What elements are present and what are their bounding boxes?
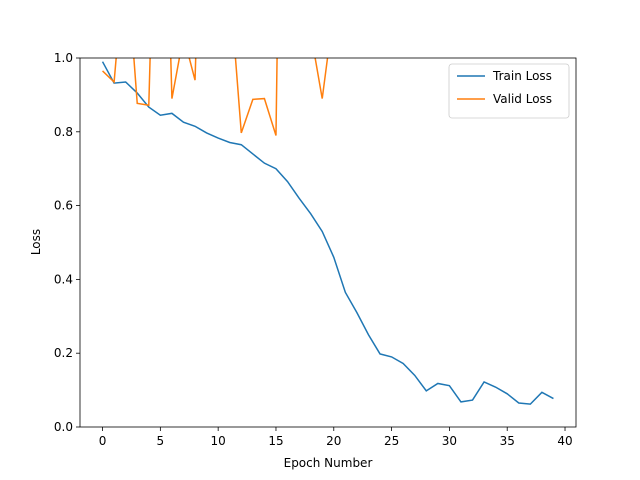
- legend-label: Train Loss: [492, 69, 552, 83]
- y-tick-label: 1.0: [54, 51, 73, 65]
- y-tick-label: 0.6: [54, 199, 73, 213]
- y-tick-label: 0.0: [54, 420, 73, 434]
- y-tick-label: 0.4: [54, 272, 73, 286]
- y-tick-label: 0.2: [54, 346, 73, 360]
- legend-label: Valid Loss: [493, 92, 552, 106]
- axes-frame: [79, 57, 577, 428]
- x-tick-label: 5: [157, 434, 165, 448]
- x-tick-label: 30: [442, 434, 457, 448]
- x-tick-label: 20: [326, 434, 341, 448]
- x-tick-label: 10: [211, 434, 226, 448]
- legend-box: [448, 63, 570, 119]
- line-series: [101, 61, 554, 405]
- x-tick-label: 40: [557, 434, 572, 448]
- x-axis-label: Epoch Number: [284, 456, 373, 470]
- x-tick-label: 0: [99, 434, 107, 448]
- x-tick-label: 25: [384, 434, 399, 448]
- x-tick-label: 35: [500, 434, 515, 448]
- y-axis-label: Loss: [29, 229, 43, 255]
- plot-area: [101, 58, 554, 405]
- line-series: [102, 58, 329, 136]
- x-tick-label: 15: [268, 434, 283, 448]
- y-tick-label: 0.8: [54, 125, 73, 139]
